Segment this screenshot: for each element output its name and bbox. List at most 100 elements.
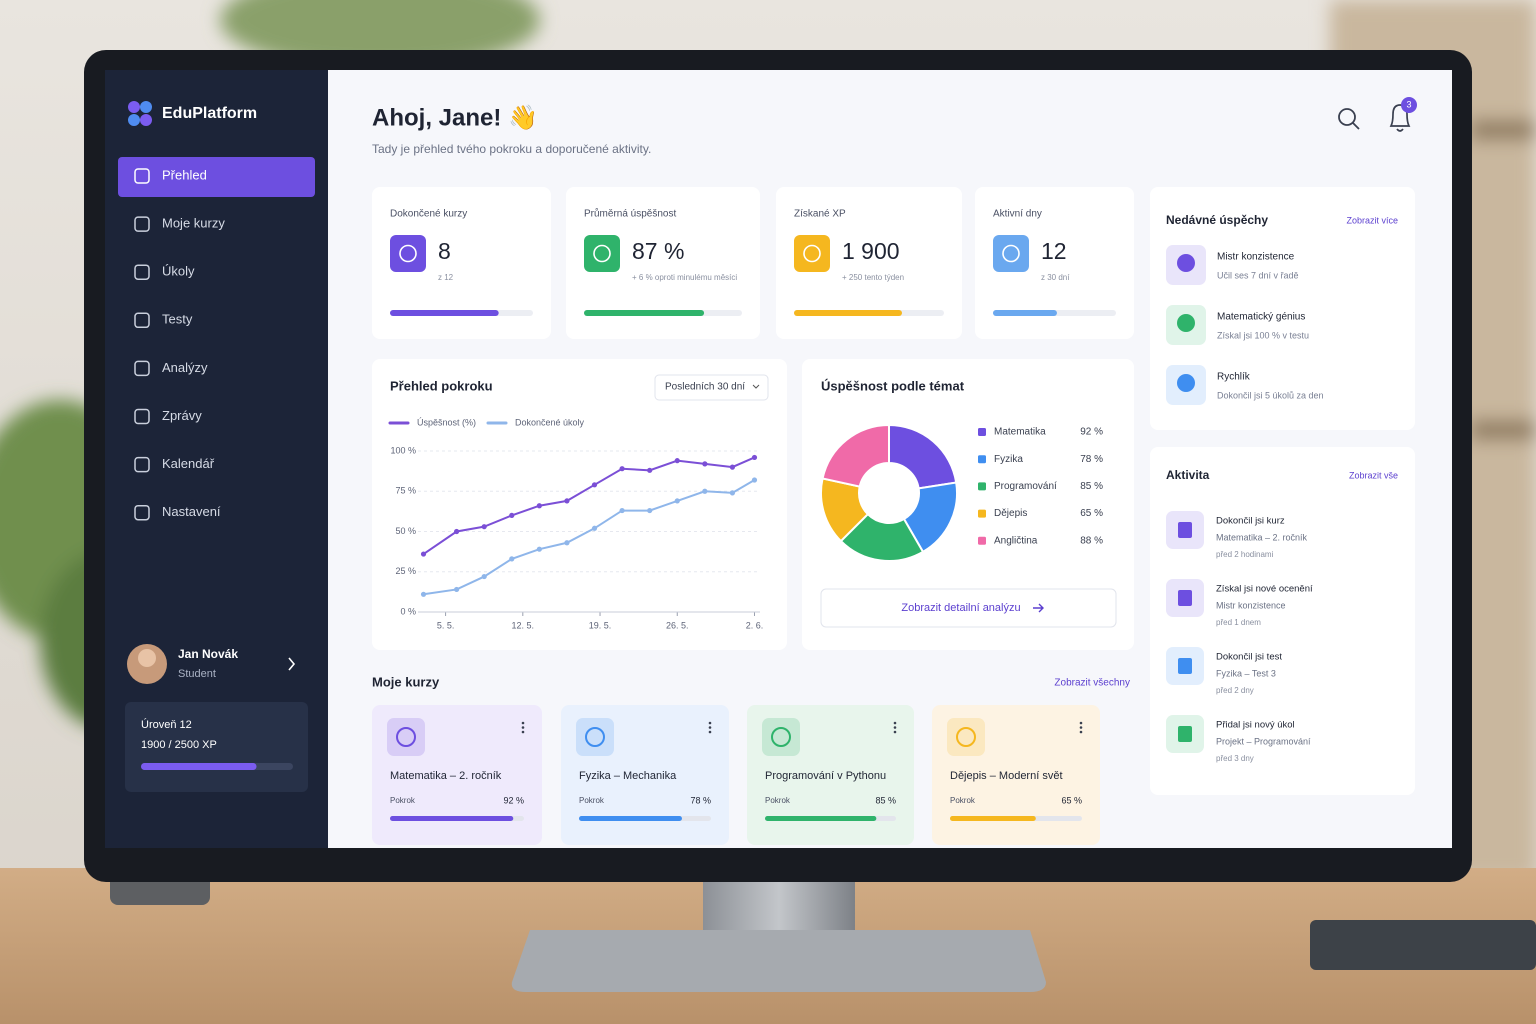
- course-icon: [947, 718, 985, 756]
- nav-icon: [134, 168, 150, 184]
- stat-icon: [584, 235, 620, 272]
- activity-glyph: [1178, 522, 1192, 538]
- data-point: [702, 461, 708, 467]
- bell-icon[interactable]: [1389, 104, 1411, 132]
- legend-label: Dějepis: [994, 508, 1027, 519]
- user-role: Student: [178, 668, 216, 680]
- monitor-base: [511, 930, 1046, 992]
- stat-icon-glyph: [1002, 244, 1020, 263]
- menu-dot[interactable]: [708, 721, 712, 725]
- nav-item[interactable]: Zprávy: [162, 408, 202, 423]
- nav-icon: [134, 216, 150, 232]
- menu-dot[interactable]: [1079, 721, 1083, 725]
- period-label[interactable]: Posledních 30 dní: [665, 382, 745, 393]
- activity-title: Dokončil jsi kurz: [1216, 516, 1285, 527]
- data-point: [509, 512, 515, 518]
- legend-label: Fyzika: [994, 454, 1023, 465]
- nav-icon: [134, 504, 150, 521]
- logo: [128, 101, 152, 126]
- menu-dot[interactable]: [893, 730, 897, 734]
- menu-dot[interactable]: [708, 730, 712, 734]
- section-title: Moje kurzy: [372, 674, 440, 689]
- x-tick-label: 2. 6.: [746, 620, 764, 630]
- data-point: [674, 458, 680, 464]
- search-icon[interactable]: [1338, 108, 1360, 130]
- menu-dot[interactable]: [521, 721, 525, 725]
- stat-icon-glyph: [399, 244, 417, 263]
- nav-item[interactable]: Přehled: [162, 167, 207, 182]
- stat-sub: z 30 dní: [1041, 273, 1070, 282]
- screen: EduPlatform Ahoj, Jane! 👋 Tady je přehle…: [105, 70, 1452, 848]
- menu-dot[interactable]: [521, 730, 525, 734]
- nav-item[interactable]: Testy: [162, 312, 193, 327]
- menu-dot[interactable]: [893, 726, 897, 729]
- stat-label: Dokončené kurzy: [390, 209, 467, 220]
- achievement-glyph: [1177, 314, 1195, 332]
- level-bar: [141, 763, 257, 770]
- nav-item[interactable]: Moje kurzy: [162, 216, 225, 231]
- legend-label: Angličtina: [994, 535, 1038, 546]
- stat-bar: [794, 310, 902, 316]
- menu-dot[interactable]: [893, 721, 897, 725]
- course-progress-label: Pokrok: [390, 796, 416, 805]
- activity-time: před 1 dnem: [1216, 618, 1261, 627]
- nav-item[interactable]: Úkoly: [162, 264, 195, 279]
- data-point: [619, 507, 625, 514]
- stat-card: [372, 187, 551, 339]
- activity-card: [1150, 447, 1415, 795]
- period-dropdown[interactable]: [654, 374, 769, 401]
- stat-bar: [390, 310, 499, 316]
- legend-swatch: [978, 509, 986, 518]
- section-link[interactable]: Zobrazit vše: [1349, 470, 1398, 480]
- menu-dot[interactable]: [1079, 730, 1083, 734]
- activity-title: Dokončil jsi test: [1216, 652, 1282, 663]
- course-name: Dějepis – Moderní svět: [950, 770, 1063, 782]
- analysis-button[interactable]: [820, 588, 1117, 628]
- legend-label: Programování: [994, 481, 1057, 492]
- x-tick-label: 26. 5.: [666, 620, 689, 630]
- legend-label: Úspěšnost (%): [417, 417, 476, 427]
- menu-dot[interactable]: [521, 726, 525, 729]
- menu-dot[interactable]: [1079, 726, 1083, 729]
- y-tick-label: 0 %: [400, 606, 416, 616]
- course-icon-glyph: [956, 727, 976, 747]
- nav-item[interactable]: Nastavení: [162, 504, 221, 519]
- data-point: [481, 573, 487, 580]
- x-tick-label: 12. 5.: [512, 620, 535, 630]
- achievement-title: Rychlík: [1217, 372, 1251, 383]
- nav-item[interactable]: Analýzy: [162, 360, 208, 375]
- value-label: 92 %: [1080, 427, 1103, 438]
- stat-card: [975, 187, 1134, 339]
- legend-swatch: [978, 428, 986, 436]
- achievement-glyph: [1177, 254, 1195, 272]
- achievement-text: Získal jsi 100 % v testu: [1217, 330, 1309, 340]
- level-xp: 1900 / 2500 XP: [141, 739, 217, 751]
- value-label: 78 %: [1080, 454, 1103, 465]
- legend-label: Matematika: [994, 427, 1046, 438]
- course-progress-label: Pokrok: [765, 796, 791, 805]
- nav-icon: [134, 408, 150, 425]
- course-icon: [387, 718, 425, 756]
- y-tick-label: 100 %: [390, 445, 416, 455]
- activity-title: Získal jsi nové ocenění: [1216, 584, 1313, 595]
- activity-glyph: [1178, 658, 1192, 674]
- user-chevron[interactable]: [288, 657, 296, 671]
- data-point: [536, 503, 542, 509]
- data-point: [647, 507, 653, 514]
- section-link[interactable]: Zobrazit více: [1346, 215, 1398, 225]
- legend-swatch: [978, 536, 986, 545]
- course-bar: [390, 816, 514, 821]
- activity-text: Projekt – Programování: [1216, 736, 1311, 746]
- course-icon-glyph: [771, 727, 791, 747]
- button-label[interactable]: Zobrazit detailní analýzu: [901, 602, 1020, 614]
- section-link[interactable]: Zobrazit všechny: [1054, 678, 1130, 689]
- data-point: [481, 524, 487, 530]
- course-icon-glyph: [585, 727, 605, 747]
- nav-active[interactable]: [118, 157, 315, 197]
- value-label: 85 %: [1080, 481, 1103, 492]
- stat-value: 12: [1041, 238, 1067, 264]
- nav-item[interactable]: Kalendář: [162, 456, 215, 471]
- menu-dot[interactable]: [708, 726, 712, 729]
